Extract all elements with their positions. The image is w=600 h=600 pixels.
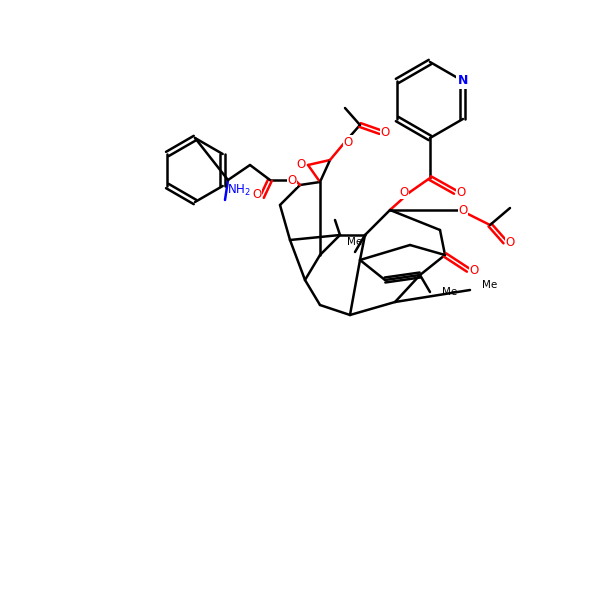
Text: N: N <box>458 74 468 88</box>
Text: O: O <box>287 173 296 187</box>
Text: O: O <box>457 185 466 199</box>
Text: O: O <box>296 158 305 172</box>
Text: Me: Me <box>347 237 362 247</box>
Text: O: O <box>253 188 262 202</box>
Text: O: O <box>469 263 479 277</box>
Text: O: O <box>458 203 467 217</box>
Text: Me: Me <box>442 287 457 297</box>
Text: O: O <box>400 185 409 199</box>
Text: O: O <box>380 125 389 139</box>
Text: O: O <box>343 136 353 148</box>
Text: NH$_2$: NH$_2$ <box>227 183 251 198</box>
Text: Me: Me <box>482 280 497 290</box>
Text: O: O <box>505 235 515 248</box>
